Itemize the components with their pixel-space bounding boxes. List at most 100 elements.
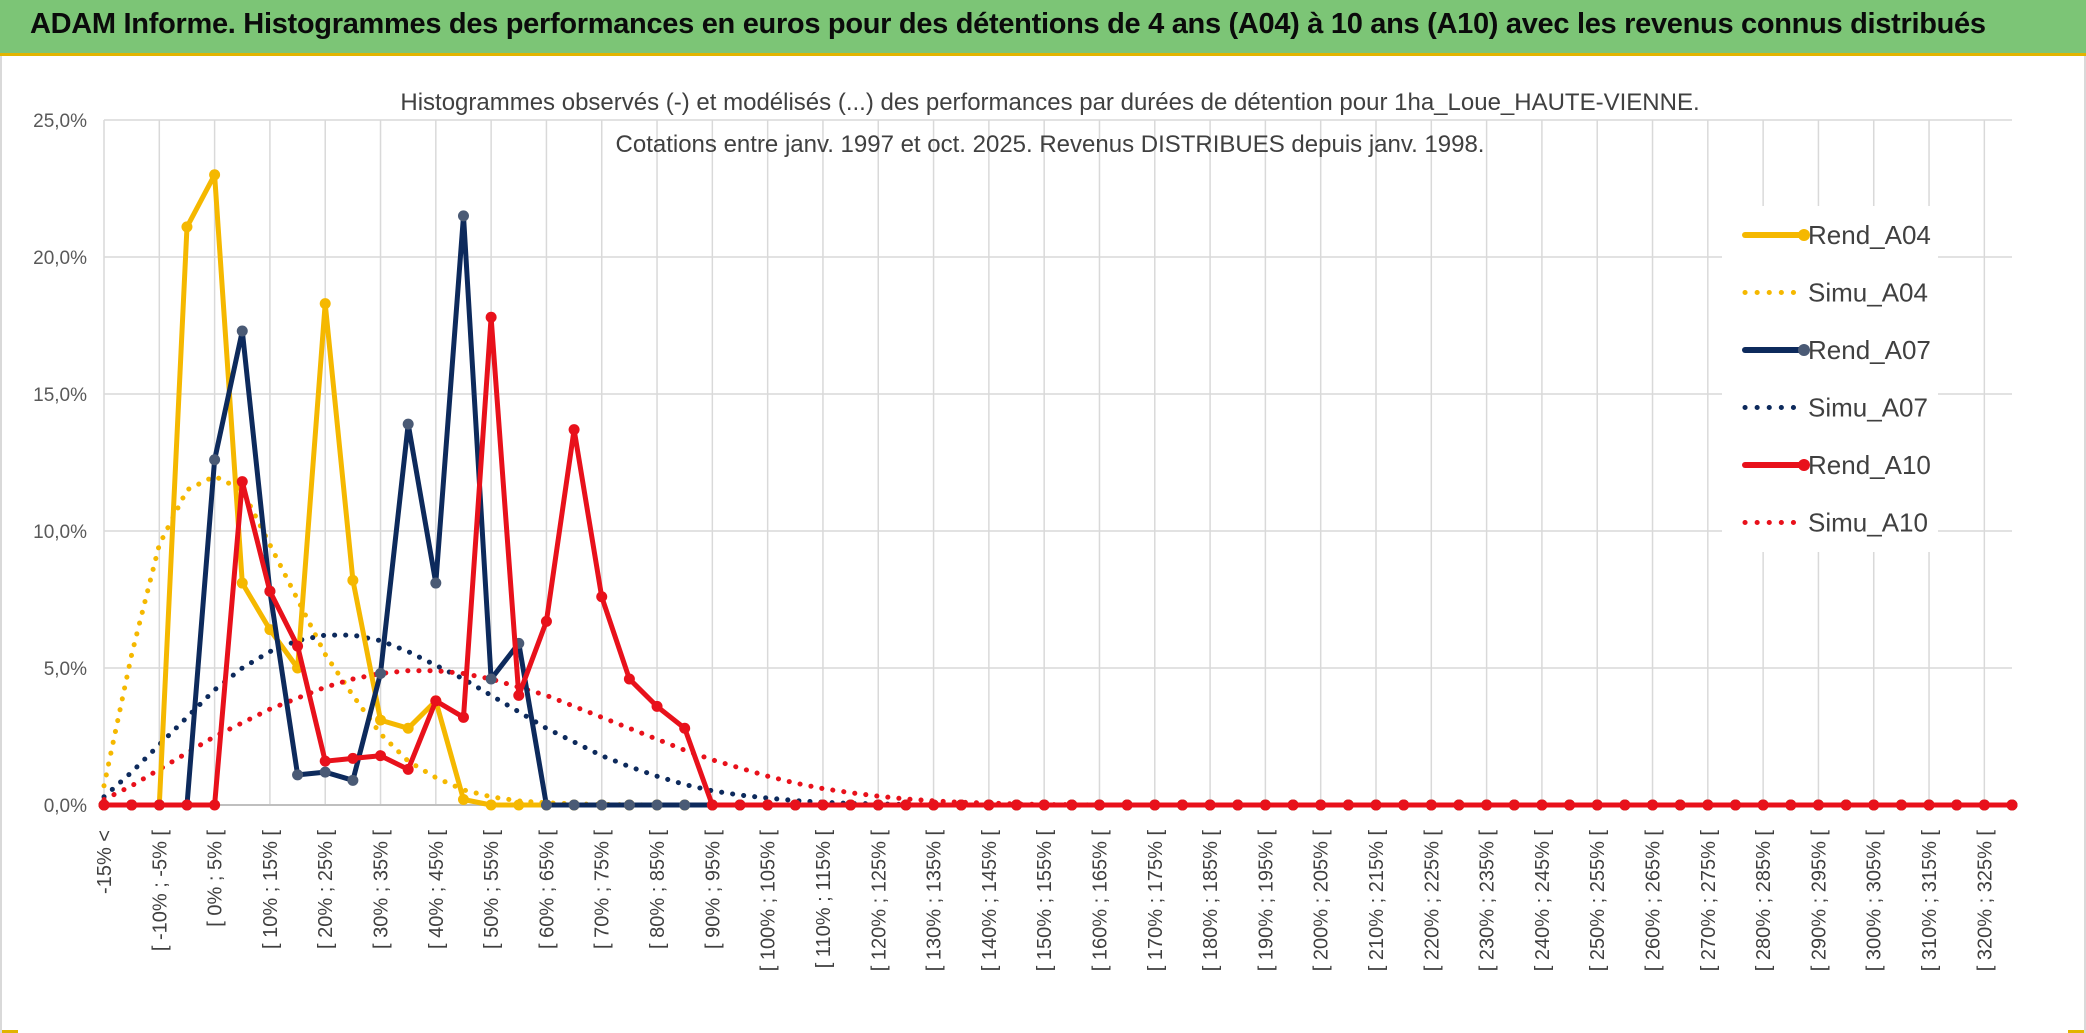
- data-point-Rend_A10: [153, 799, 165, 811]
- data-point-Rend_A10: [1481, 799, 1493, 811]
- data-point-Rend_A10: [1398, 799, 1410, 811]
- data-point-Rend_A10: [1093, 799, 1105, 811]
- data-point-Rend_A10: [983, 799, 995, 811]
- data-point-Rend_A10: [1232, 799, 1244, 811]
- data-point-Rend_A07: [540, 799, 552, 811]
- legend: Rend_A04 Simu_A04 Rend_A07 Simu_A07 Rend_A10…: [1742, 220, 1931, 538]
- data-point-Rend_A04: [513, 799, 525, 811]
- data-point-Rend_A10: [430, 695, 442, 707]
- data-point-Rend_A10: [126, 799, 138, 811]
- data-point-Rend_A10: [1453, 799, 1465, 811]
- data-point-Rend_A10: [1840, 799, 1852, 811]
- data-point-Rend_A10: [1812, 799, 1824, 811]
- series-line-Simu_A07: [101, 632, 2015, 808]
- data-point-Rend_A10: [623, 673, 635, 685]
- data-point-Rend_A10: [1674, 799, 1686, 811]
- legend-marker-Rend_A07: [1798, 344, 1810, 356]
- frame-corner-left: [0, 1030, 18, 1033]
- data-point-Rend_A04: [485, 799, 497, 811]
- data-point-Rend_A10: [706, 799, 718, 811]
- data-point-Rend_A07: [347, 774, 359, 786]
- y-tick-label: 15,0%: [33, 385, 87, 406]
- x-tick-label: [ 230% ; 235% [: [1477, 830, 1499, 972]
- series-line-Rend_A10: [101, 314, 2015, 808]
- x-tick-label: [ 50% ; 55% [: [481, 830, 503, 949]
- data-point-Rend_A10: [928, 799, 940, 811]
- banner-corner-right: [2068, 53, 2086, 56]
- legend-label-Simu_A10: Simu_A10: [1808, 508, 1928, 538]
- data-point-Rend_A07: [402, 418, 414, 430]
- data-point-Rend_A10: [1619, 799, 1631, 811]
- x-tick-label: [ 200% ; 205% [: [1311, 830, 1333, 972]
- data-point-Rend_A10: [1011, 799, 1023, 811]
- x-tick-label: [ 160% ; 165% [: [1089, 830, 1111, 972]
- x-tick-label: [ 90% ; 95% [: [702, 830, 724, 949]
- frame-corner-right: [2068, 1030, 2086, 1033]
- x-tick-label: [ 210% ; 215% [: [1366, 830, 1388, 972]
- x-tick-label: [ 290% ; 295% [: [1808, 830, 1830, 972]
- data-point-Rend_A07: [209, 454, 221, 466]
- x-tick-label: [ 110% ; 115% [: [813, 830, 835, 969]
- data-point-Rend_A10: [319, 755, 331, 767]
- legend-background: [1722, 206, 1938, 552]
- data-point-Rend_A10: [2006, 799, 2018, 811]
- series-line-Simu_A10: [101, 668, 2015, 808]
- x-tick-label: [ 240% ; 245% [: [1532, 830, 1554, 972]
- x-tick-label: [ -10% ; -5% [: [149, 830, 171, 952]
- x-tick-label: [ 40% ; 45% [: [426, 830, 448, 949]
- x-tick-label: [ 30% ; 35% [: [371, 830, 393, 949]
- data-point-Rend_A10: [1647, 799, 1659, 811]
- report-banner: ADAM Informe. Histogrammes des performan…: [0, 0, 2086, 56]
- data-point-Rend_A10: [1785, 799, 1797, 811]
- x-tick-label: [ 150% ; 155% [: [1034, 830, 1056, 972]
- data-point-Rend_A07: [485, 673, 497, 685]
- data-point-Rend_A10: [900, 799, 912, 811]
- data-point-Rend_A10: [1121, 799, 1133, 811]
- data-point-Rend_A10: [1508, 799, 1520, 811]
- data-point-Rend_A10: [1978, 799, 1990, 811]
- data-point-Rend_A10: [568, 424, 580, 436]
- x-tick-label: [ 190% ; 195% [: [1255, 830, 1277, 972]
- legend-marker-Rend_A04: [1798, 229, 1810, 241]
- data-point-Rend_A10: [845, 799, 857, 811]
- data-point-Rend_A04: [209, 169, 221, 181]
- x-tick-label: [ 140% ; 145% [: [979, 830, 1001, 972]
- data-point-Rend_A10: [1370, 799, 1382, 811]
- data-point-Rend_A10: [1204, 799, 1216, 811]
- x-tick-label: [ 100% ; 105% [: [758, 830, 780, 972]
- x-tick-label: [ 280% ; 285% [: [1753, 830, 1775, 972]
- data-point-Rend_A04: [181, 221, 193, 233]
- series-layer: [98, 169, 2018, 811]
- x-tick-label: [ 270% ; 275% [: [1698, 830, 1720, 972]
- x-tick-label: [ 70% ; 75% [: [592, 830, 614, 949]
- data-point-Rend_A07: [623, 799, 635, 811]
- x-tick-label: [ 310% ; 315% [: [1919, 830, 1941, 972]
- chart-frame: [0, 56, 2086, 1033]
- data-point-Rend_A10: [1038, 799, 1050, 811]
- data-point-Rend_A07: [319, 766, 331, 778]
- data-point-Rend_A10: [485, 311, 497, 323]
- data-point-Rend_A10: [347, 752, 359, 764]
- data-point-Rend_A07: [457, 210, 469, 222]
- y-tick-label: 0,0%: [44, 796, 87, 817]
- data-point-Rend_A10: [98, 799, 110, 811]
- data-point-Rend_A10: [596, 591, 608, 603]
- data-point-Rend_A10: [236, 476, 248, 488]
- data-point-Rend_A04: [236, 577, 248, 589]
- data-point-Rend_A07: [430, 577, 442, 589]
- data-point-Rend_A10: [375, 750, 387, 762]
- data-point-Rend_A10: [1757, 799, 1769, 811]
- data-point-Rend_A10: [540, 615, 552, 627]
- axis-layer: 0,0% 5,0% 10,0% 15,0% 20,0% 25,0% -15% < [ -10%…: [33, 111, 2012, 971]
- data-point-Rend_A10: [1066, 799, 1078, 811]
- y-tick-label: 5,0%: [44, 659, 87, 680]
- data-point-Rend_A07: [596, 799, 608, 811]
- data-point-Rend_A10: [817, 799, 829, 811]
- data-point-Rend_A10: [789, 799, 801, 811]
- x-tick-label: -15% <: [94, 830, 116, 894]
- data-point-Rend_A07: [236, 325, 248, 337]
- data-point-Rend_A10: [1342, 799, 1354, 811]
- data-point-Rend_A10: [292, 640, 304, 652]
- data-point-Rend_A04: [457, 794, 469, 806]
